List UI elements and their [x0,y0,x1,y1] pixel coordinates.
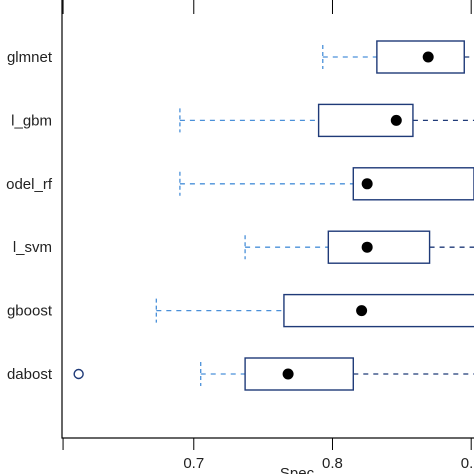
category-label: dabost [7,366,53,383]
box-iqr [317,103,414,138]
box-iqr [327,230,431,264]
x-tick-label: 0.8 [322,455,343,472]
median-point [282,368,294,380]
category-label: gboost [7,303,53,320]
box-iqr [283,293,474,328]
box-iqr [244,357,354,391]
median-point [390,114,402,126]
category-label: l_gbm [11,112,52,129]
category-label: l_svm [13,239,52,256]
x-axis-label: Spec [280,465,315,474]
median-point [356,305,368,317]
median-point [361,241,373,253]
box-iqr [376,40,465,74]
category-label: odel_rf [6,176,53,193]
category-label: glmnet [7,49,53,66]
x-tick-label: 0.9 [461,455,474,472]
median-point [361,178,373,190]
plot-frame [61,0,474,439]
outlier-point [73,368,84,380]
median-point [422,51,434,63]
x-tick-label: 0.7 [183,455,204,472]
